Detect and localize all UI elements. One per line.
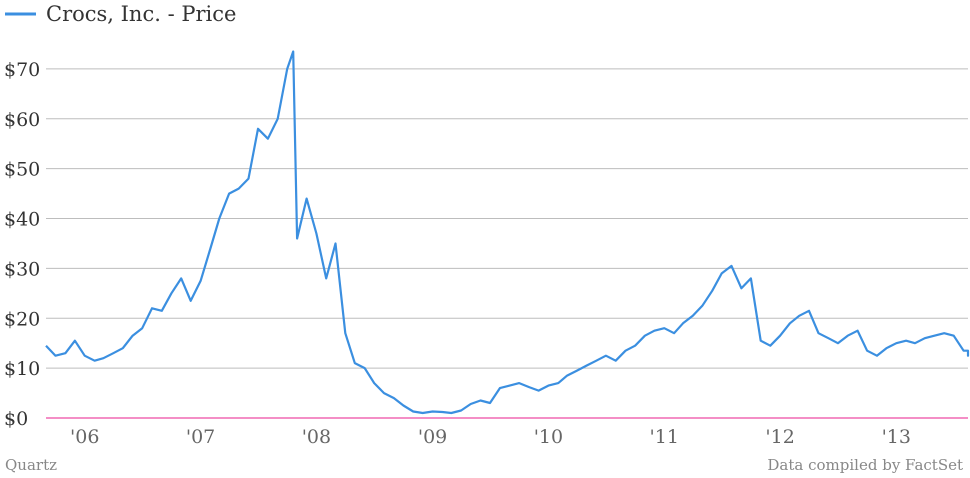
x-tick-label: '06	[70, 426, 99, 448]
x-tick-label: '07	[186, 426, 215, 448]
x-tick-label: '08	[302, 426, 331, 448]
y-tick-label: $0	[4, 408, 28, 430]
x-tick-label: '11	[650, 426, 679, 448]
x-tick-label: '12	[765, 426, 794, 448]
y-axis-ticks: $0 $10 $20 $30 $40 $50 $60 $70	[4, 59, 40, 430]
y-tick-label: $30	[4, 258, 40, 280]
y-tick-label: $50	[4, 159, 40, 181]
y-tick-label: $40	[4, 209, 40, 231]
x-tick-label: '10	[534, 426, 563, 448]
legend-label: Crocs, Inc. - Price	[46, 2, 236, 26]
y-tick-label: $10	[4, 358, 40, 380]
source-credit: Quartz	[5, 456, 57, 474]
x-tick-label: '09	[418, 426, 447, 448]
data-credit: Data compiled by FactSet	[767, 456, 963, 474]
gridlines	[46, 68, 968, 419]
y-tick-label: $60	[4, 109, 40, 131]
x-tick-label: '13	[882, 426, 911, 448]
y-tick-label: $70	[4, 59, 40, 81]
y-tick-label: $20	[4, 308, 40, 330]
series-line-crocs-price	[45, 50, 970, 415]
legend: Crocs, Inc. - Price	[5, 2, 236, 26]
x-axis-ticks: '06 '07 '08 '09 '10 '11 '12 '13	[70, 426, 911, 448]
